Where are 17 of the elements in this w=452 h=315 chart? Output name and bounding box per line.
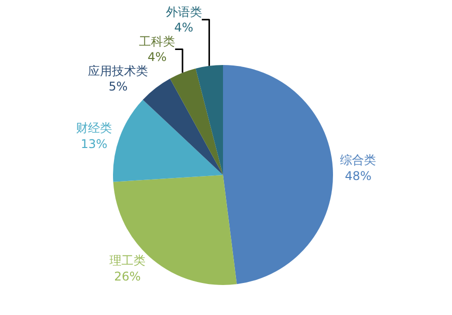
data-label: 4% (148, 50, 167, 64)
pie-slice (142, 78, 223, 175)
slice-label: 应用技术类 (88, 64, 148, 78)
data-label: 48% (344, 168, 372, 183)
slice-label: 财经类 (76, 121, 112, 136)
data-label: 13% (80, 136, 108, 151)
slice-label: 理工类 (109, 254, 146, 268)
data-label: 5% (108, 80, 128, 94)
slice-label: 外语类 (166, 4, 202, 19)
pie-slice (196, 65, 223, 175)
pie-slice (113, 100, 223, 182)
slice-label: 综合类 (340, 153, 376, 168)
pie-slice (223, 65, 333, 284)
pie-slice (170, 68, 223, 175)
slice-label: 工科类 (139, 34, 176, 48)
data-label: 4% (174, 20, 194, 34)
data-label: 26% (114, 269, 141, 284)
